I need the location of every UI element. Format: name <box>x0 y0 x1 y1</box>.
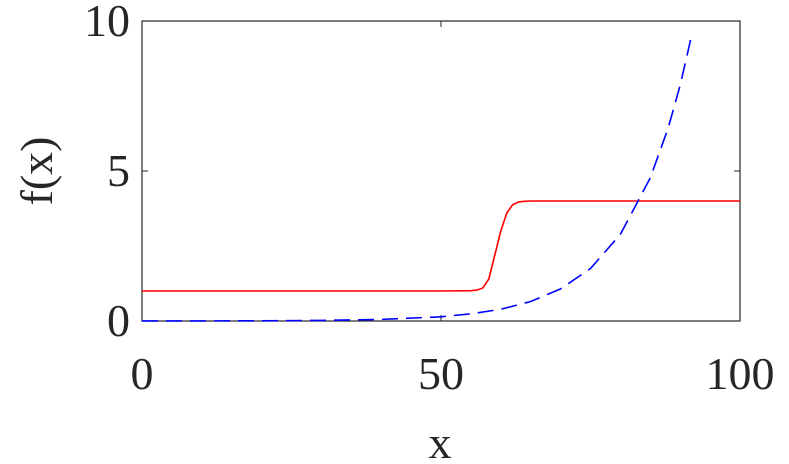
y-axis-label: f(x) <box>11 137 62 206</box>
plot-frame <box>141 20 741 322</box>
x-tick-label: 0 <box>131 348 154 399</box>
y-tick-label: 10 <box>84 0 130 46</box>
x-tick-label: 50 <box>418 348 464 399</box>
x-tick-label: 100 <box>706 348 775 399</box>
y-tick-label: 5 <box>107 145 130 196</box>
x-axis-label: x <box>429 417 452 464</box>
series-line <box>142 200 740 292</box>
y-tick-label: 0 <box>107 295 130 346</box>
series-line <box>141 32 693 322</box>
